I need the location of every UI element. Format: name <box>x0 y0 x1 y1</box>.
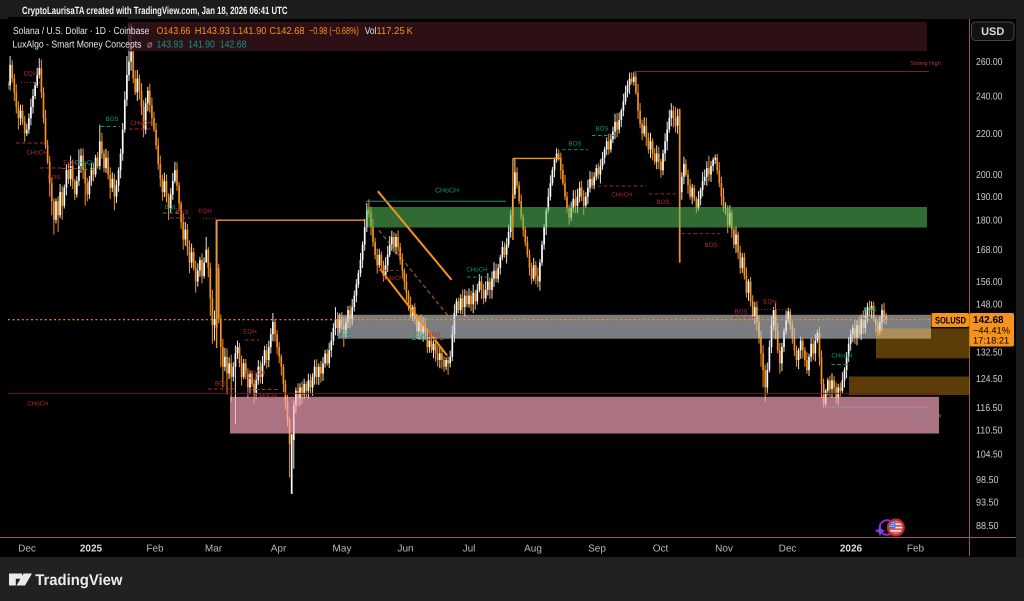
svg-text:EQL: EQL <box>165 204 178 211</box>
svg-text:Jun: Jun <box>397 544 413 555</box>
svg-text:Apr: Apr <box>271 544 287 555</box>
svg-text:CHoCH: CHoCH <box>466 267 487 274</box>
svg-text:TradingView: TradingView <box>35 572 123 589</box>
svg-text:BOS: BOS <box>215 381 228 388</box>
svg-text:98.50: 98.50 <box>976 475 999 486</box>
svg-text:BOS: BOS <box>863 307 876 314</box>
svg-text:CHoCH: CHoCH <box>130 120 151 127</box>
svg-text:L141.90: L141.90 <box>233 26 267 37</box>
svg-text:Dec: Dec <box>779 544 797 555</box>
svg-text:17:18:21: 17:18:21 <box>973 336 1009 346</box>
svg-text:240.00: 240.00 <box>976 92 1003 103</box>
svg-text:CryptoLaurisaTA created with T: CryptoLaurisaTA created with TradingView… <box>22 5 288 17</box>
svg-text:CHoCH: CHoCH <box>244 370 265 377</box>
svg-text:EQH: EQH <box>24 71 37 78</box>
svg-text:260.00: 260.00 <box>976 57 1003 68</box>
svg-text:220.00: 220.00 <box>976 129 1003 140</box>
svg-text:C142.68: C142.68 <box>269 26 305 37</box>
svg-text:Strong High: Strong High <box>910 60 941 67</box>
svg-text:EQH: EQH <box>763 299 776 306</box>
svg-text:BOS: BOS <box>175 209 188 216</box>
svg-text:110.50: 110.50 <box>976 426 1003 437</box>
svg-text:132.50: 132.50 <box>976 347 1003 358</box>
svg-text:Nov: Nov <box>715 544 733 555</box>
svg-text:Aug: Aug <box>524 544 542 555</box>
svg-text:EQH: EQH <box>63 160 76 167</box>
svg-text:May: May <box>333 544 352 555</box>
svg-text:EQL: EQL <box>341 330 354 337</box>
svg-text:BOS: BOS <box>704 242 717 249</box>
svg-text:⌀: ⌀ <box>147 40 153 51</box>
svg-text:142.68: 142.68 <box>973 315 1004 326</box>
svg-text:CHoCH: CHoCH <box>831 353 852 360</box>
svg-text:Feb: Feb <box>907 544 925 555</box>
svg-text:148.00: 148.00 <box>976 300 1003 311</box>
svg-text:200.00: 200.00 <box>976 170 1003 181</box>
svg-text:EQH: EQH <box>243 329 256 336</box>
svg-text:124.50: 124.50 <box>976 374 1003 385</box>
svg-text:Feb: Feb <box>146 544 164 555</box>
svg-text:BOS: BOS <box>734 309 747 316</box>
svg-text:O143.66: O143.66 <box>157 26 191 37</box>
svg-text:CHoCH: CHoCH <box>255 393 276 400</box>
svg-text:116.50: 116.50 <box>976 403 1003 414</box>
svg-text:2026: 2026 <box>840 544 863 555</box>
svg-text:CHoCH: CHoCH <box>26 150 47 157</box>
svg-text:BOS: BOS <box>105 116 118 123</box>
svg-text:Jul: Jul <box>463 544 476 555</box>
svg-text:180.00: 180.00 <box>976 215 1003 226</box>
svg-text:−44.41%: −44.41% <box>973 325 1010 335</box>
svg-text:Sep: Sep <box>588 544 606 555</box>
svg-text:CHoCH: CHoCH <box>435 188 459 195</box>
svg-text:H143.93: H143.93 <box>195 26 231 37</box>
svg-text:190.00: 190.00 <box>976 192 1003 203</box>
svg-text:BOS: BOS <box>595 126 608 133</box>
svg-text:143.93 141.90 142.68: 143.93 141.90 142.68 <box>157 40 247 51</box>
svg-text:93.50: 93.50 <box>976 498 999 509</box>
svg-text:CHoCH: CHoCH <box>382 275 403 282</box>
svg-text:LuxAlgo - Smart Money Concepts: LuxAlgo - Smart Money Concepts <box>13 40 142 51</box>
svg-text:88.50: 88.50 <box>976 521 999 532</box>
svg-text:CHoCH: CHoCH <box>611 192 632 199</box>
svg-text:Vol: Vol <box>365 26 377 37</box>
svg-text:156.00: 156.00 <box>976 277 1003 288</box>
svg-text:BOS: BOS <box>568 141 581 148</box>
svg-text:SOLUSD: SOLUSD <box>935 315 966 326</box>
svg-text:BOS: BOS <box>656 199 669 206</box>
svg-text:BOS: BOS <box>427 332 440 339</box>
svg-text:104.50: 104.50 <box>976 450 1003 461</box>
svg-text:EQL: EQL <box>415 332 428 339</box>
svg-text:Weak Low: Weak Low <box>914 413 943 420</box>
svg-text:BOS: BOS <box>47 174 60 181</box>
svg-text:CHoCH: CHoCH <box>74 160 95 167</box>
svg-text:117.25 K: 117.25 K <box>376 26 413 37</box>
svg-text:Dec: Dec <box>18 544 36 555</box>
svg-text:Solana / U.S. Dollar · 1D · Co: Solana / U.S. Dollar · 1D · Coinbase <box>13 26 150 37</box>
svg-text:Mar: Mar <box>205 544 223 555</box>
svg-text:2025: 2025 <box>80 544 103 555</box>
svg-text:USD: USD <box>981 26 1004 38</box>
svg-text:168.00: 168.00 <box>976 245 1003 256</box>
svg-text:CHoCH: CHoCH <box>27 401 48 408</box>
svg-text:Oct: Oct <box>653 544 669 555</box>
svg-text:−0.98 (−0.68%): −0.98 (−0.68%) <box>309 26 359 37</box>
svg-text:EQH: EQH <box>198 208 211 215</box>
